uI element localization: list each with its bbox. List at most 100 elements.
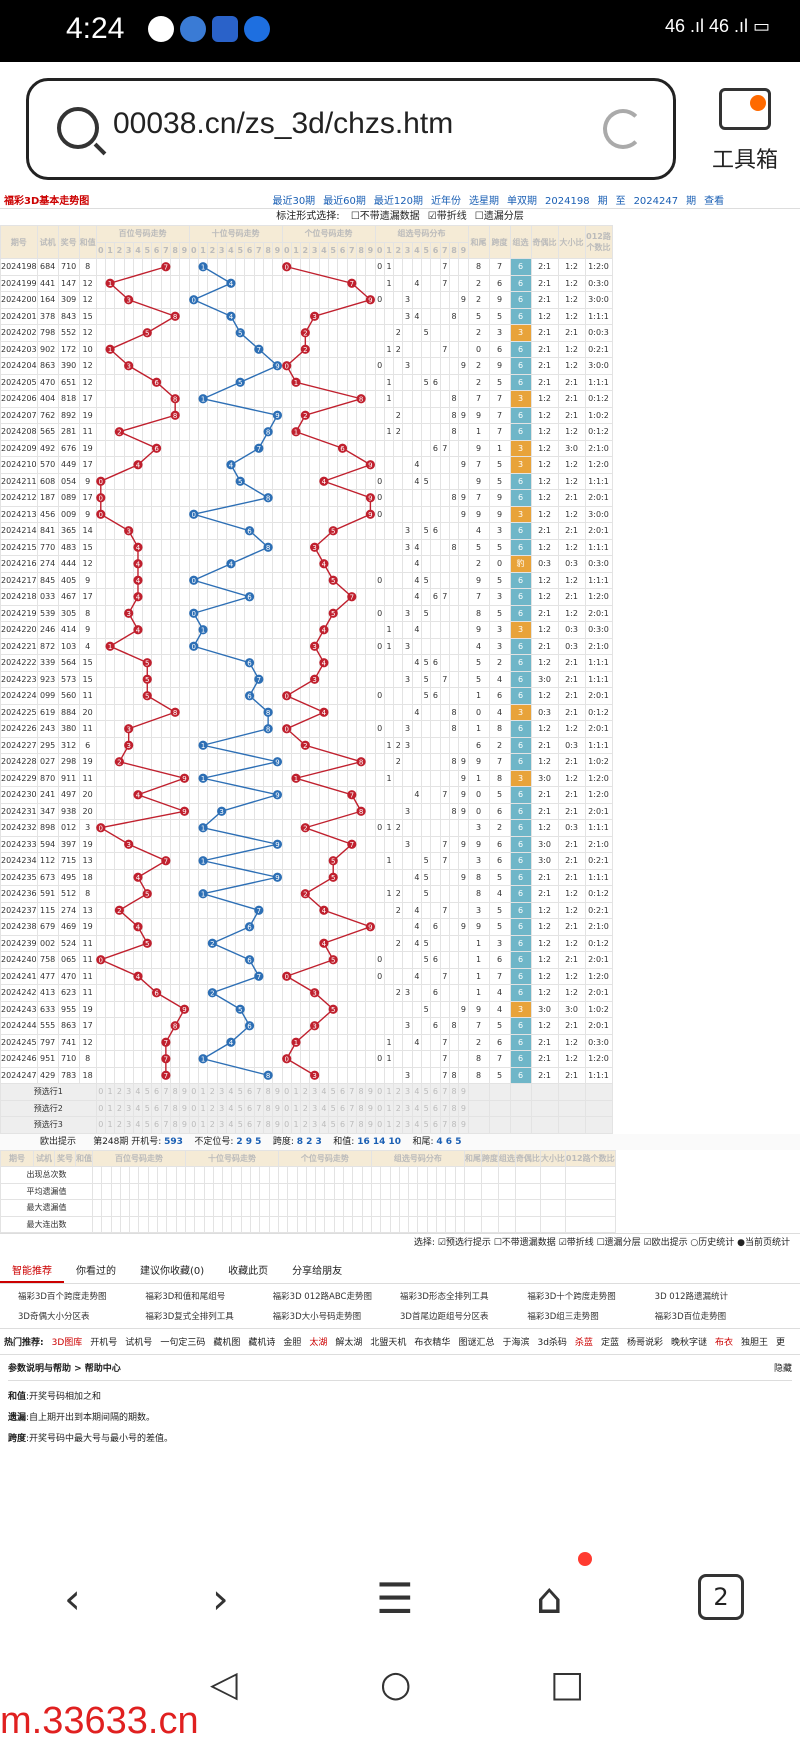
hot-link[interactable]: 3d杀码 [537, 1338, 567, 1348]
predict-cell[interactable]: 1 [383, 1099, 395, 1117]
hot-link[interactable]: 开机号 [90, 1338, 118, 1348]
related-link[interactable]: 3D奇偶大小分区表 [18, 1312, 90, 1322]
predict-cell[interactable]: 0 [188, 1116, 199, 1134]
predict-cell[interactable]: 5 [142, 1099, 153, 1117]
predict-cell[interactable]: 9 [458, 1099, 469, 1117]
hot-link[interactable]: 于海滨 [502, 1338, 530, 1348]
predict-cell[interactable]: 0 [281, 1099, 292, 1117]
predict-cell[interactable]: 5 [142, 1116, 153, 1134]
predict-cell[interactable]: 3 [402, 1116, 413, 1134]
predict-cell[interactable]: 0 [374, 1099, 385, 1117]
top-link[interactable]: 最近60期 [323, 196, 366, 207]
tab-item[interactable]: 你看过的 [76, 1266, 116, 1277]
predict-cell[interactable]: 0 [281, 1116, 292, 1134]
top-link[interactable]: 近年份 [431, 196, 462, 207]
toolbox-button[interactable]: 工具箱 [700, 80, 790, 174]
predict-cell[interactable]: 2 [207, 1083, 218, 1101]
predict-cell[interactable]: 7 [346, 1116, 357, 1134]
predict-cell[interactable]: 9 [272, 1116, 283, 1134]
predict-cell[interactable]: 2 [393, 1083, 404, 1101]
predict-cell[interactable]: 9 [365, 1116, 376, 1134]
sys-back-icon[interactable]: ◁ [210, 1664, 238, 1705]
predict-cell[interactable]: 9 [458, 1116, 469, 1134]
predict-cell[interactable]: 7 [346, 1083, 357, 1101]
predict-cell[interactable]: 7 [253, 1116, 265, 1134]
predict-cell[interactable]: 0 [95, 1116, 106, 1134]
related-link[interactable]: 福彩3D大小号码走势图 [272, 1312, 362, 1322]
option-checkbox[interactable]: ☐遗漏分层 [474, 211, 524, 222]
predict-cell[interactable]: 2 [393, 1099, 404, 1117]
hot-link[interactable]: 杀蓝 [574, 1338, 593, 1348]
predict-cell[interactable]: 8 [355, 1116, 367, 1134]
predict-cell[interactable]: 3 [309, 1099, 320, 1117]
top-link[interactable]: 最近30期 [272, 196, 316, 207]
top-link[interactable]: 2024198 [545, 196, 590, 207]
predict-cell[interactable]: 6 [151, 1116, 162, 1134]
predict-cell[interactable]: 3 [123, 1083, 134, 1101]
predict-cell[interactable]: 2 [207, 1099, 218, 1117]
hot-link[interactable]: 一句定三码 [160, 1338, 206, 1348]
predict-cell[interactable]: 0 [188, 1083, 199, 1101]
hot-link[interactable]: 解太湖 [335, 1338, 363, 1348]
predict-cell[interactable]: 2 [114, 1083, 125, 1101]
predict-cell[interactable]: 1 [104, 1083, 116, 1101]
predict-cell[interactable]: 8 [355, 1083, 367, 1101]
hot-link[interactable]: 晚秋字谜 [670, 1338, 707, 1348]
predict-cell[interactable]: 4 [318, 1099, 330, 1117]
predict-cell[interactable]: 9 [365, 1099, 376, 1117]
predict-cell[interactable]: 2 [207, 1116, 218, 1134]
predict-cell[interactable]: 9 [458, 1083, 469, 1101]
sys-recent-icon[interactable]: □ [550, 1664, 585, 1705]
predict-cell[interactable]: 6 [430, 1099, 441, 1117]
top-link[interactable]: 查看 [704, 196, 725, 207]
predict-cell[interactable]: 4 [411, 1099, 423, 1117]
predict-cell[interactable]: 6 [151, 1083, 162, 1101]
predict-cell[interactable]: 3 [216, 1116, 227, 1134]
predict-cell[interactable]: 8 [262, 1116, 274, 1134]
hot-link[interactable]: 杨哥说彩 [626, 1338, 663, 1348]
predict-cell[interactable]: 7 [160, 1099, 172, 1117]
predict-cell[interactable]: 4 [318, 1116, 330, 1134]
predict-row[interactable]: 预选行1 0 1 2 3 4 5 6 7 8 9 0 1 2 3 4 5 6 7 8 9 0 1 2 3 4 5 6 7 8 9 0 1 2 3 4 5… [0, 1083, 613, 1101]
predict-cell[interactable]: 1 [197, 1099, 209, 1117]
predict-cell[interactable]: 1 [290, 1116, 302, 1134]
related-link[interactable]: 福彩3D百个跨度走势图 [18, 1292, 107, 1302]
related-link[interactable]: 福彩3D形态全排列工具 [400, 1292, 489, 1302]
predict-cell[interactable]: 9 [179, 1099, 190, 1117]
top-link[interactable]: 选星期 [469, 196, 500, 207]
top-link[interactable]: 期 [686, 196, 697, 207]
predict-cell[interactable]: 1 [290, 1099, 302, 1117]
predict-cell[interactable]: 8 [448, 1099, 460, 1117]
predict-cell[interactable]: 7 [160, 1083, 172, 1101]
menu-icon[interactable]: ☰ [376, 1574, 414, 1623]
predict-cell[interactable]: 8 [169, 1099, 181, 1117]
predict-cell[interactable]: 3 [402, 1099, 413, 1117]
top-link[interactable]: 期 [597, 196, 608, 207]
predict-cell[interactable]: 8 [448, 1083, 460, 1101]
predict-cell[interactable]: 8 [262, 1083, 274, 1101]
predict-cell[interactable]: 5 [421, 1099, 432, 1117]
predict-cell[interactable]: 8 [169, 1116, 181, 1134]
predict-cell[interactable]: 1 [197, 1083, 209, 1101]
related-link[interactable]: 福彩3D复式全排列工具 [145, 1312, 234, 1322]
top-link[interactable]: 单双期 [507, 196, 538, 207]
predict-cell[interactable]: 9 [179, 1116, 190, 1134]
predict-cell[interactable]: 2 [300, 1083, 311, 1101]
predict-cell[interactable]: 4 [225, 1083, 237, 1101]
predict-cell[interactable]: 8 [355, 1099, 367, 1117]
hot-link[interactable]: 太湖 [309, 1338, 328, 1348]
predict-cell[interactable]: 7 [439, 1099, 450, 1117]
predict-cell[interactable]: 1 [383, 1116, 395, 1134]
predict-cell[interactable]: 7 [439, 1116, 450, 1134]
tab-item[interactable]: 智能推荐 [0, 1258, 64, 1283]
forward-icon[interactable]: › [212, 1574, 229, 1623]
predict-cell[interactable]: 6 [244, 1083, 255, 1101]
predict-cell[interactable]: 0 [95, 1099, 106, 1117]
related-link[interactable]: 福彩3D百位走势图 [654, 1312, 727, 1322]
predict-cell[interactable]: 8 [448, 1116, 460, 1134]
predict-cell[interactable]: 3 [216, 1099, 227, 1117]
top-link[interactable]: 最近120期 [373, 196, 424, 207]
predict-cell[interactable]: 8 [262, 1099, 274, 1117]
hot-link[interactable]: 图谜汇总 [458, 1338, 495, 1348]
predict-row[interactable]: 预选行2 0 1 2 3 4 5 6 7 8 9 0 1 2 3 4 5 6 7 8 9 0 1 2 3 4 5 6 7 8 9 0 1 2 3 4 5… [0, 1099, 613, 1117]
